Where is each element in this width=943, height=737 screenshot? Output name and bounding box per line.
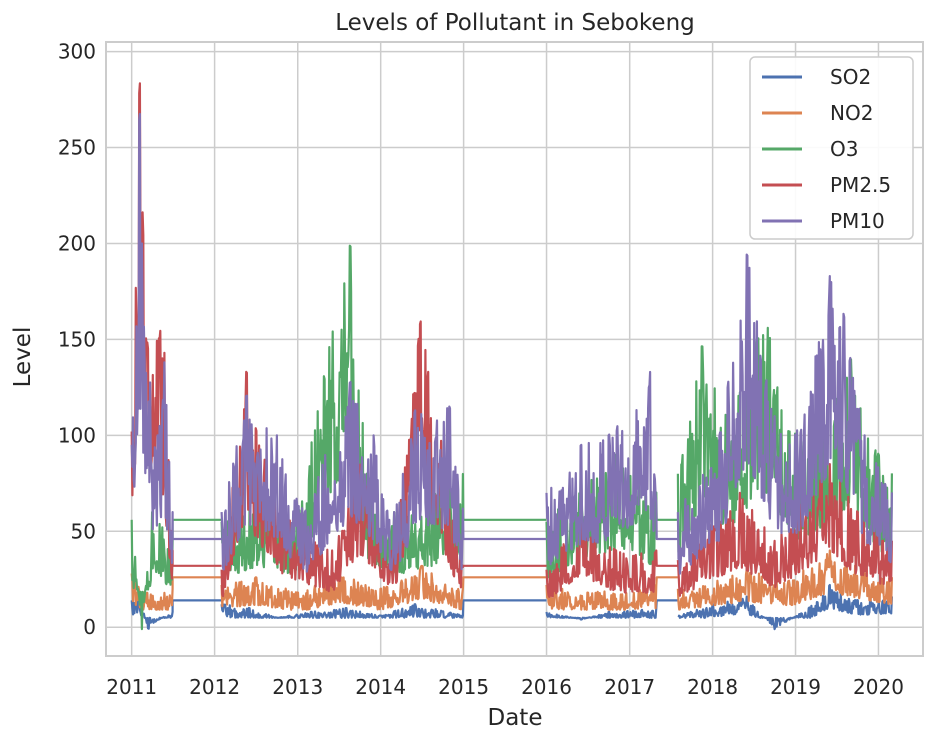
y-tick-label: 300: [58, 40, 96, 64]
series-line-so2: [130, 583, 893, 631]
y-tick-label: 100: [58, 423, 96, 447]
legend: SO2 NO2 O3 PM2.5 PM10: [749, 56, 914, 240]
tick-labels: 0 50 100 150 200 250 300 2011 2012 2013 2014 2015 20…: [58, 40, 904, 699]
y-tick-label: 0: [83, 615, 96, 639]
series-line-pm25: [130, 82, 893, 598]
legend-entry: PM10: [830, 209, 885, 233]
legend-box: [749, 56, 914, 240]
legend-entry: O3: [830, 137, 858, 161]
x-tick-label: 2016: [521, 675, 572, 699]
x-tick-label: 2012: [189, 675, 240, 699]
chart-title: Levels of Pollutant in Sebokeng: [335, 10, 695, 36]
plot-frame: [105, 41, 924, 657]
y-tick-label: 200: [58, 231, 96, 255]
x-tick-label: 2011: [106, 675, 157, 699]
legend-entry: PM2.5: [830, 173, 891, 197]
x-tick-label: 2013: [272, 675, 323, 699]
x-tick-label: 2019: [770, 675, 821, 699]
x-tick-label: 2014: [355, 675, 406, 699]
x-tick-label: 2020: [853, 675, 904, 699]
legend-entry: SO2: [830, 65, 871, 89]
x-tick-label: 2015: [438, 675, 489, 699]
series-line-no2: [130, 549, 893, 611]
series-line-o3: [130, 244, 893, 631]
y-tick-label: 150: [58, 327, 96, 351]
x-axis-label: Date: [488, 705, 543, 731]
y-tick-label: 250: [58, 136, 96, 160]
x-tick-label: 2017: [604, 675, 655, 699]
series-line-pm10: [130, 112, 893, 575]
y-tick-label: 50: [71, 519, 96, 543]
x-tick-label: 2018: [687, 675, 738, 699]
plot-lines: [130, 82, 893, 631]
y-axis-label: Level: [10, 327, 36, 388]
legend-entry: NO2: [830, 101, 873, 125]
